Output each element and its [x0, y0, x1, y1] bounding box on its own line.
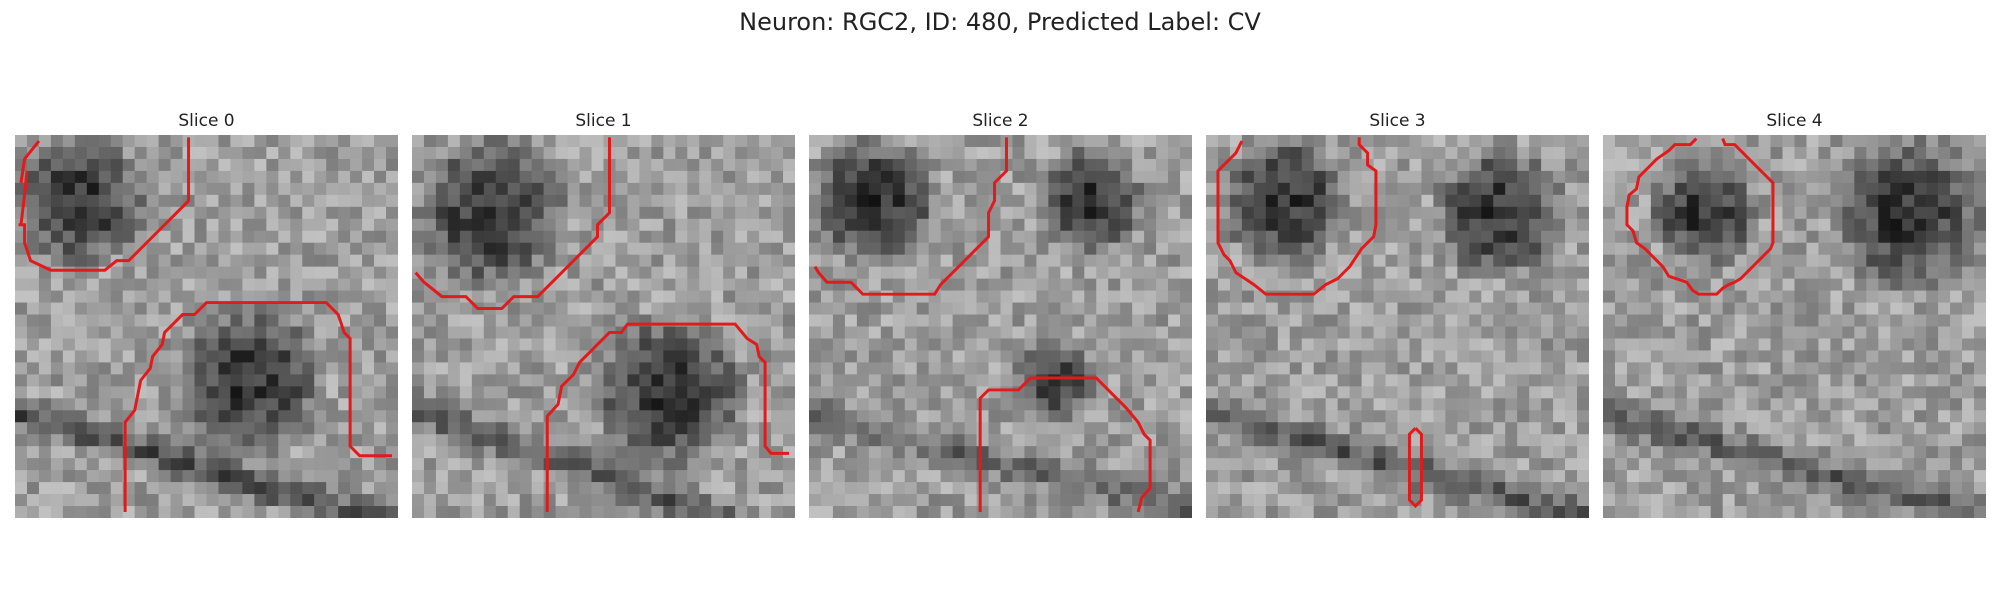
figure-title: Neuron: RGC2, ID: 480, Predicted Label: …: [739, 8, 1261, 36]
slice-grid-4: [1603, 135, 1986, 518]
slice-image-0: [15, 135, 398, 518]
slice-panel-4: Slice 4: [1603, 107, 1986, 518]
slice-panel-3: Slice 3: [1206, 107, 1589, 518]
slice-grid-2: [809, 135, 1192, 518]
slice-grid-0: [15, 135, 398, 518]
slice-title-0: Slice 0: [178, 111, 235, 131]
slice-image-3: [1206, 135, 1589, 518]
slice-image-4: [1603, 135, 1986, 518]
slice-image-2: [809, 135, 1192, 518]
slice-title-4: Slice 4: [1766, 111, 1823, 131]
slice-panel-row: Slice 0 Slice 1 Slice 2 Slice: [0, 107, 2000, 527]
slice-panel-0: Slice 0: [15, 107, 398, 518]
slice-grid-3: [1206, 135, 1589, 518]
slice-image-1: [412, 135, 795, 518]
slice-grid-1: [412, 135, 795, 518]
slice-title-3: Slice 3: [1369, 111, 1426, 131]
slice-title-1: Slice 1: [575, 111, 632, 131]
slice-panel-1: Slice 1: [412, 107, 795, 518]
slice-panel-2: Slice 2: [809, 107, 1192, 518]
slice-title-2: Slice 2: [972, 111, 1029, 131]
